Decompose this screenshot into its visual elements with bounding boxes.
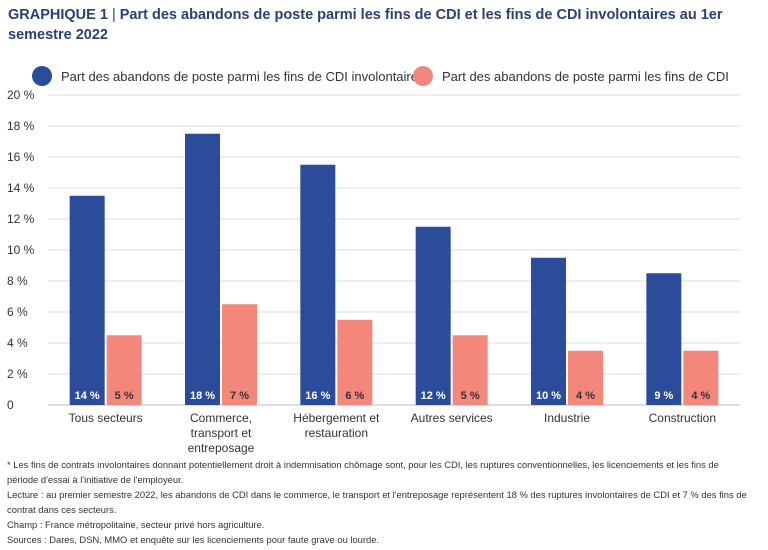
legend-label-fins-cdi: Part des abandons de poste parmi les fin…	[442, 68, 729, 84]
bar-involontaires	[69, 195, 105, 405]
legend-item-involontaires: Part des abandons de poste parmi les fin…	[32, 66, 430, 86]
data-label: 16 %	[305, 390, 330, 402]
y-tick-label: 6 %	[7, 305, 28, 319]
x-category-label: transport et	[191, 426, 252, 440]
bar-chart: 20 % 18 % 16 % 14 % 12 % 10 % 8 % 6 % 4 % 2 % 0 14 …	[7, 88, 740, 455]
chart-title: GRAPHIQUE 1 | Part des abandons de poste…	[8, 5, 760, 45]
legend-item-fins-cdi: Part des abandons de poste parmi les fin…	[413, 66, 729, 86]
bar-involontaires	[646, 273, 682, 405]
y-tick-label: 8 %	[7, 274, 28, 288]
data-label: 9 %	[654, 390, 673, 402]
data-label: 5 %	[115, 390, 134, 402]
y-tick-label: 2 %	[7, 367, 28, 381]
bar-involontaires	[531, 257, 566, 405]
y-tick-label: 14 %	[7, 181, 35, 195]
x-category-label: Autres services	[411, 411, 493, 425]
x-category-label: Industrie	[544, 411, 590, 425]
y-tick-label: 0	[7, 398, 14, 412]
chart-notes: * Les fins de contrats involontaires don…	[7, 457, 747, 547]
y-tick-label: 12 %	[7, 212, 35, 226]
y-tick-label: 16 %	[7, 150, 35, 164]
y-tick-label: 10 %	[7, 243, 35, 257]
bar-fins-cdi	[337, 319, 373, 405]
x-category-label: Hébergement et	[293, 411, 380, 425]
chart-legend: Part des abandons de poste parmi les fin…	[0, 66, 768, 88]
data-label: 12 %	[421, 390, 446, 402]
x-category-label: Tous secteurs	[69, 411, 143, 425]
bar-involontaires	[185, 133, 220, 405]
data-label: 4 %	[691, 390, 710, 402]
chart-title-text: Part des abandons de poste parmi les fin…	[8, 7, 723, 43]
data-label: 4 %	[576, 390, 595, 402]
data-label: 14 %	[75, 390, 100, 402]
bar-fins-cdi	[568, 350, 603, 405]
chart-title-prefix: GRAPHIQUE 1	[8, 7, 108, 23]
note-champ: Champ : France métropolitaine, secteur p…	[7, 519, 265, 530]
legend-swatch-involontaires	[32, 66, 52, 86]
bar-fins-cdi	[452, 335, 488, 405]
data-label: 7 %	[230, 390, 249, 402]
bar-involontaires	[415, 226, 451, 405]
data-label: 18 %	[190, 390, 215, 402]
legend-label-involontaires: Part des abandons de poste parmi les fin…	[61, 68, 430, 84]
note-footnote: * Les fins de contrats involontaires don…	[7, 459, 719, 485]
data-label: 10 %	[536, 390, 561, 402]
y-tick-label: 4 %	[7, 336, 28, 350]
y-tick-label: 20 %	[7, 88, 35, 102]
bar-fins-cdi	[683, 350, 719, 405]
bar-involontaires	[300, 164, 336, 405]
x-category-label: restauration	[305, 426, 368, 440]
x-category-label: Construction	[649, 411, 716, 425]
data-label: 5 %	[461, 390, 480, 402]
bar-fins-cdi	[222, 304, 257, 405]
note-sources: Sources : Dares, DSN, MMO et enquête sur…	[7, 534, 380, 545]
x-category-label: Commerce,	[190, 411, 252, 425]
data-label: 6 %	[345, 390, 364, 402]
x-category-label: entreposage	[188, 441, 255, 455]
legend-swatch-fins-cdi	[413, 66, 433, 86]
y-tick-label: 18 %	[7, 119, 35, 133]
chart-title-separator: |	[111, 7, 116, 23]
bar-fins-cdi	[106, 335, 142, 405]
note-lecture: Lecture : au premier semestre 2022, les …	[7, 489, 747, 515]
